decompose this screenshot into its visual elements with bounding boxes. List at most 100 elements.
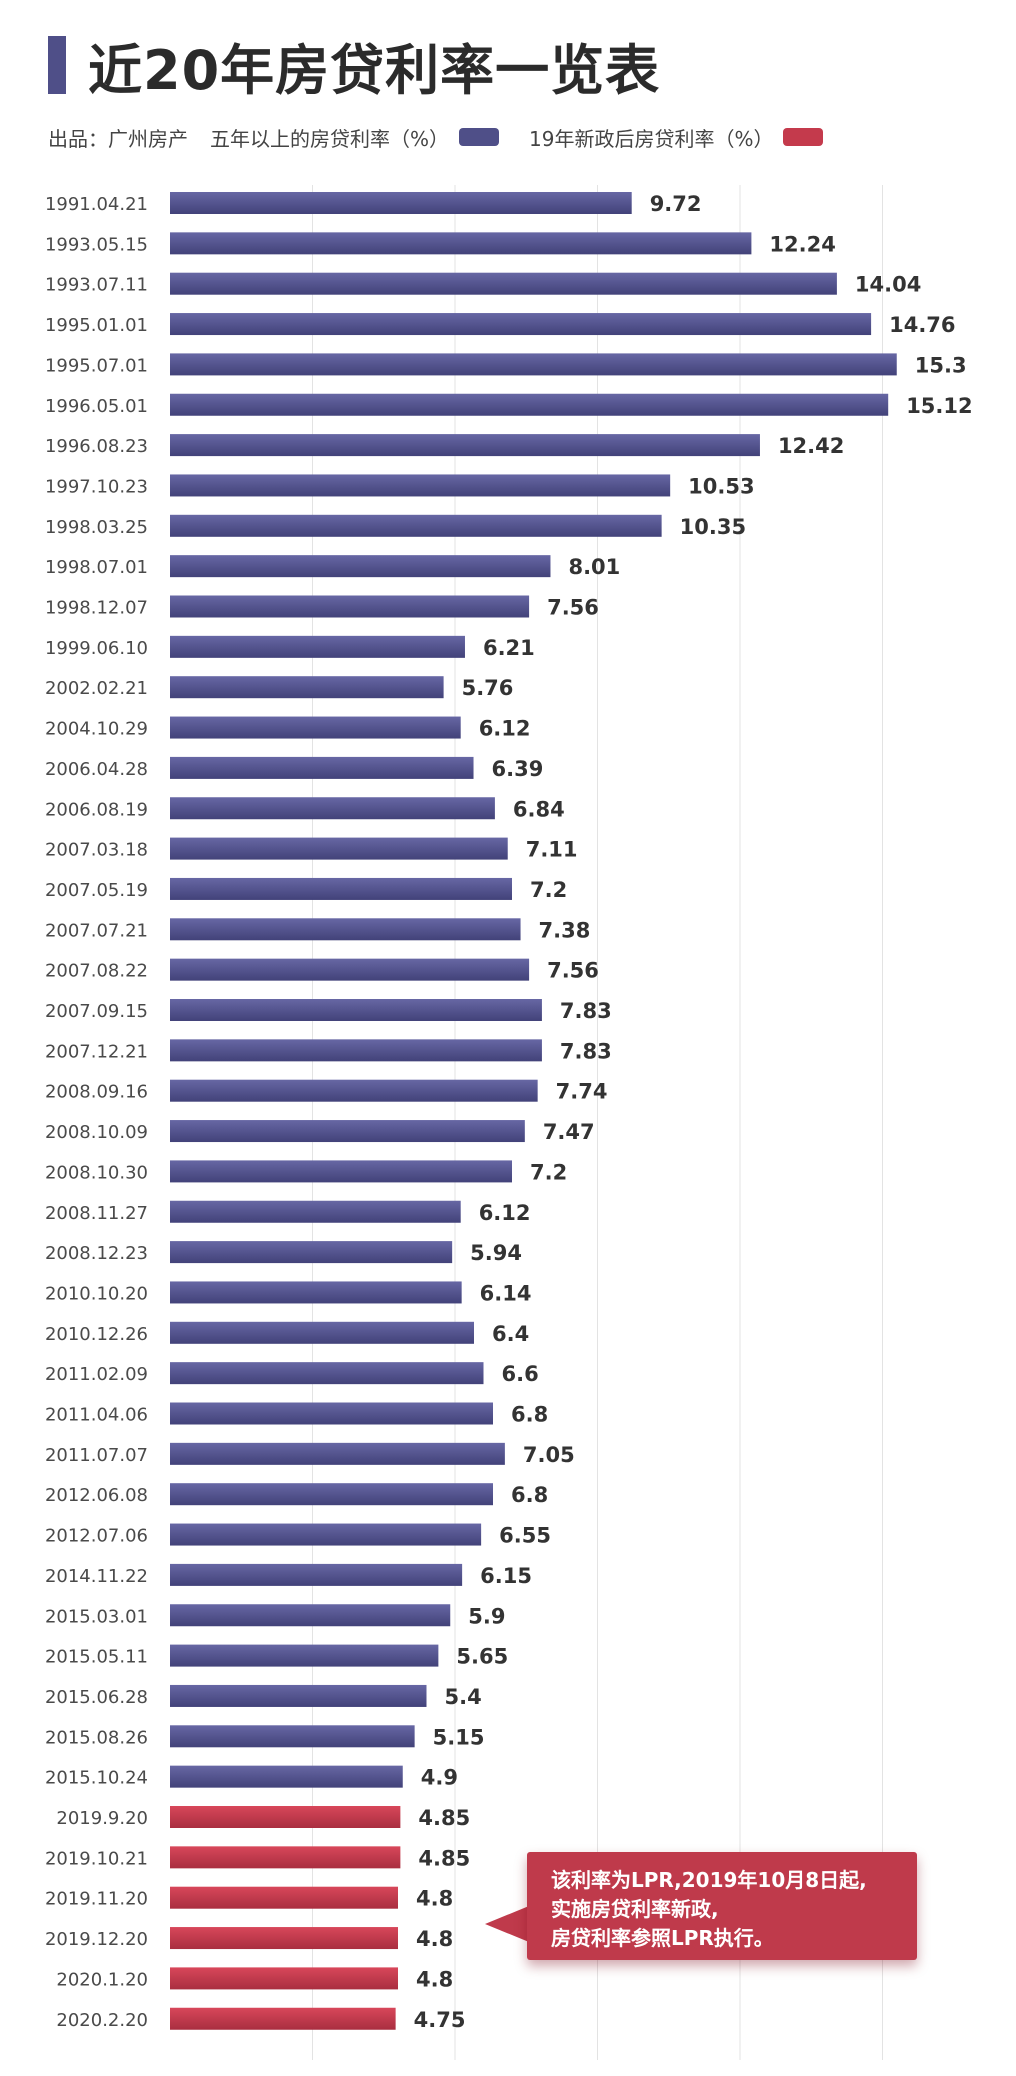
value-label: 14.76 xyxy=(889,313,955,337)
bar-standard xyxy=(170,272,837,295)
category-label: 2002.02.21 xyxy=(45,678,148,699)
value-label: 6.12 xyxy=(479,717,531,741)
value-label: 6.15 xyxy=(480,1564,532,1588)
bar-row: 1993.07.11 14.04 xyxy=(45,272,921,297)
bar-row: 2015.10.24 4.9 xyxy=(45,1765,458,1790)
bar-row: 2007.12.21 7.83 xyxy=(45,1039,612,1063)
category-label: 1998.12.07 xyxy=(45,598,148,619)
subtitle-row: 出品：广州房产 五年以上的房贷利率（%） 19年新政后房贷利率（%） xyxy=(48,122,853,152)
value-label: 5.15 xyxy=(433,1725,485,1749)
bar-standard xyxy=(170,1241,453,1264)
value-label: 10.35 xyxy=(680,515,746,539)
value-label: 8.01 xyxy=(568,555,620,579)
bar-lpr xyxy=(170,1846,401,1869)
category-label: 2007.09.15 xyxy=(45,1001,148,1022)
category-label: 2008.12.23 xyxy=(45,1243,148,1264)
value-label: 7.05 xyxy=(523,1443,575,1467)
category-label: 2012.07.06 xyxy=(45,1526,148,1547)
value-label: 6.14 xyxy=(480,1281,532,1305)
bar-standard xyxy=(170,716,461,739)
value-label: 10.53 xyxy=(688,474,754,498)
bar-row: 2008.12.23 5.94 xyxy=(45,1241,522,1265)
lpr-callout: 该利率为LPR,2019年10月8日起, 实施房贷利率新政, 房贷利率参照LPR… xyxy=(527,1852,917,1960)
bar-standard xyxy=(170,797,495,820)
category-label: 1998.07.01 xyxy=(45,557,148,578)
category-label: 2019.10.21 xyxy=(45,1848,148,1869)
category-label: 2011.07.07 xyxy=(45,1445,148,1466)
category-label: 2007.12.21 xyxy=(45,1041,148,1062)
value-label: 6.4 xyxy=(492,1322,529,1346)
bar-row: 2006.08.19 6.84 xyxy=(45,797,565,821)
value-label: 7.83 xyxy=(560,999,612,1023)
bar-row: 2015.05.11 5.65 xyxy=(45,1644,508,1669)
value-label: 6.39 xyxy=(492,757,544,781)
bar-row: 2019.12.20 4.8 xyxy=(45,1927,453,1951)
bar-standard xyxy=(170,555,551,578)
category-label: 2010.12.26 xyxy=(45,1324,148,1345)
bar-standard xyxy=(170,756,474,779)
value-label: 4.8 xyxy=(416,1887,453,1911)
bar-standard xyxy=(170,1483,493,1506)
bar-row: 1998.03.25 10.35 xyxy=(45,514,746,539)
category-label: 2008.10.30 xyxy=(45,1162,148,1183)
bar-standard xyxy=(170,1765,403,1788)
bar-row: 2011.04.06 6.8 xyxy=(45,1402,548,1427)
category-label: 1996.05.01 xyxy=(45,396,148,417)
category-label: 1995.07.01 xyxy=(45,355,148,376)
bar-row: 1996.08.23 12.42 xyxy=(45,434,844,458)
legend-swatch-standard xyxy=(459,128,500,146)
category-label: 2004.10.29 xyxy=(45,719,148,740)
bar-lpr xyxy=(170,2007,396,2030)
category-label: 2008.11.27 xyxy=(45,1203,148,1224)
bar-lpr xyxy=(170,1886,398,1909)
bar-standard xyxy=(170,1725,415,1748)
category-label: 2020.1.20 xyxy=(56,1969,148,1990)
value-label: 7.47 xyxy=(543,1120,595,1144)
bar-row: 2012.07.06 6.55 xyxy=(45,1523,551,1548)
bar-standard xyxy=(170,1402,493,1425)
category-label: 2006.08.19 xyxy=(45,799,148,820)
value-label: 4.85 xyxy=(418,1806,470,1830)
value-label: 5.9 xyxy=(468,1604,505,1628)
bar-row: 2002.02.21 5.76 xyxy=(45,676,513,700)
value-label: 4.75 xyxy=(414,2008,466,2032)
value-label: 7.2 xyxy=(530,1160,567,1184)
category-label: 2015.10.24 xyxy=(45,1768,148,1789)
value-label: 12.24 xyxy=(769,232,835,256)
category-label: 1991.04.21 xyxy=(45,194,148,215)
bar-standard xyxy=(170,1120,525,1143)
bar-row: 2007.07.21 7.38 xyxy=(45,918,590,942)
bar-standard xyxy=(170,595,530,618)
bar-standard xyxy=(170,1684,427,1707)
category-label: 1999.06.10 xyxy=(45,638,148,659)
bar-row: 1993.05.15 12.24 xyxy=(45,232,836,256)
category-label: 2015.05.11 xyxy=(45,1647,148,1668)
value-label: 5.4 xyxy=(445,1685,482,1709)
value-label: 5.65 xyxy=(456,1645,508,1669)
bar-row: 2012.06.08 6.8 xyxy=(45,1483,548,1507)
value-label: 7.38 xyxy=(539,918,591,942)
bar-standard xyxy=(170,1200,461,1223)
value-label: 15.3 xyxy=(915,353,967,377)
bar-standard xyxy=(170,877,512,900)
category-label: 2019.9.20 xyxy=(56,1808,148,1829)
category-label: 1995.01.01 xyxy=(45,315,148,336)
title-block: 近20年房贷利率一览表 xyxy=(48,30,660,102)
bar-standard xyxy=(170,1523,482,1546)
chart-title: 近20年房贷利率一览表 xyxy=(88,38,661,102)
bar-row: 2004.10.29 6.12 xyxy=(45,716,531,741)
category-label: 2008.09.16 xyxy=(45,1082,148,1103)
bar-row: 2010.10.20 6.14 xyxy=(45,1281,532,1305)
bar-row: 2007.08.22 7.56 xyxy=(45,958,599,983)
bar-standard xyxy=(170,999,542,1021)
bar-row: 2019.9.20 4.85 xyxy=(56,1806,470,1830)
bar-standard xyxy=(170,1362,484,1385)
bar-row: 1995.07.01 15.3 xyxy=(45,353,967,377)
bar-row: 2008.09.16 7.74 xyxy=(45,1079,607,1104)
value-label: 6.84 xyxy=(513,797,565,821)
value-label: 6.21 xyxy=(483,636,535,660)
value-label: 4.8 xyxy=(416,1967,453,1991)
category-label: 2012.06.08 xyxy=(45,1485,148,1506)
bar-row: 1998.12.07 7.56 xyxy=(45,595,599,620)
